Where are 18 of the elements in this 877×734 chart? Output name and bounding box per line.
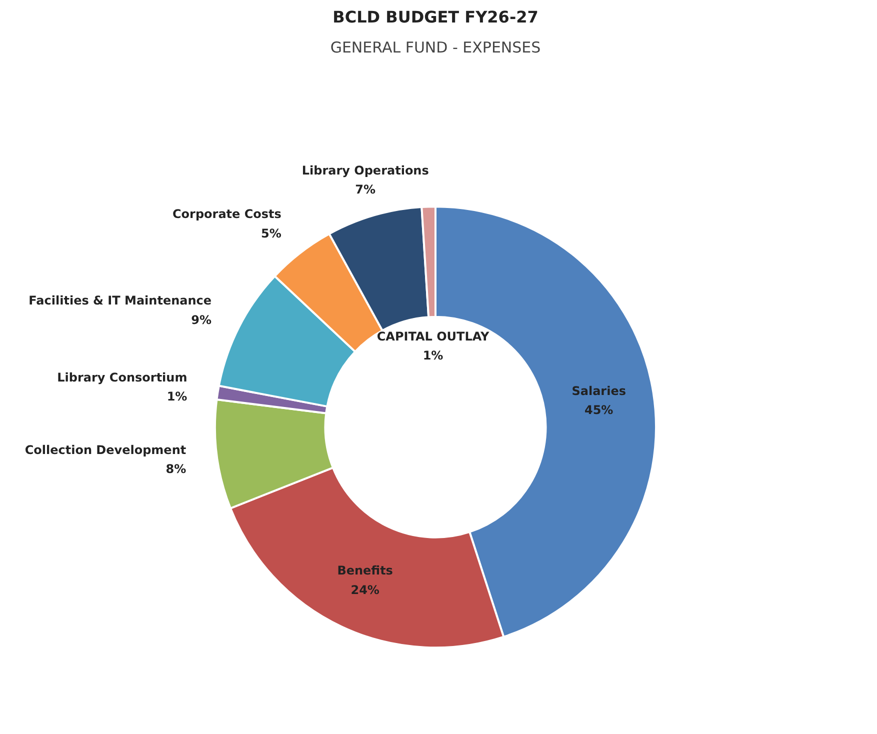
data-label: 7%: [355, 182, 376, 197]
chart-subtitle: GENERAL FUND - EXPENSES: [330, 38, 541, 56]
data-label: 9%: [191, 312, 212, 327]
data-label: 45%: [584, 403, 614, 418]
data-label: 1%: [422, 348, 444, 362]
slice-label: Benefits: [337, 564, 393, 578]
slice-label: CAPITAL OUTLAY: [376, 329, 490, 344]
slice-label: Salaries: [572, 384, 626, 398]
data-label: 24%: [350, 582, 380, 597]
data-label: 8%: [166, 462, 186, 476]
slice-label: Facilities & IT Maintenance: [28, 294, 212, 308]
slice-label: Library Operations: [302, 163, 429, 178]
slice-label: Collection Development: [24, 442, 186, 457]
slice-label: Library Consortium: [57, 370, 188, 384]
chart-title: BCLD BUDGET FY26-27: [332, 8, 538, 26]
data-label: 5%: [261, 226, 282, 240]
data-label: 1%: [166, 389, 188, 404]
slice-label: Corporate Costs: [172, 207, 282, 222]
